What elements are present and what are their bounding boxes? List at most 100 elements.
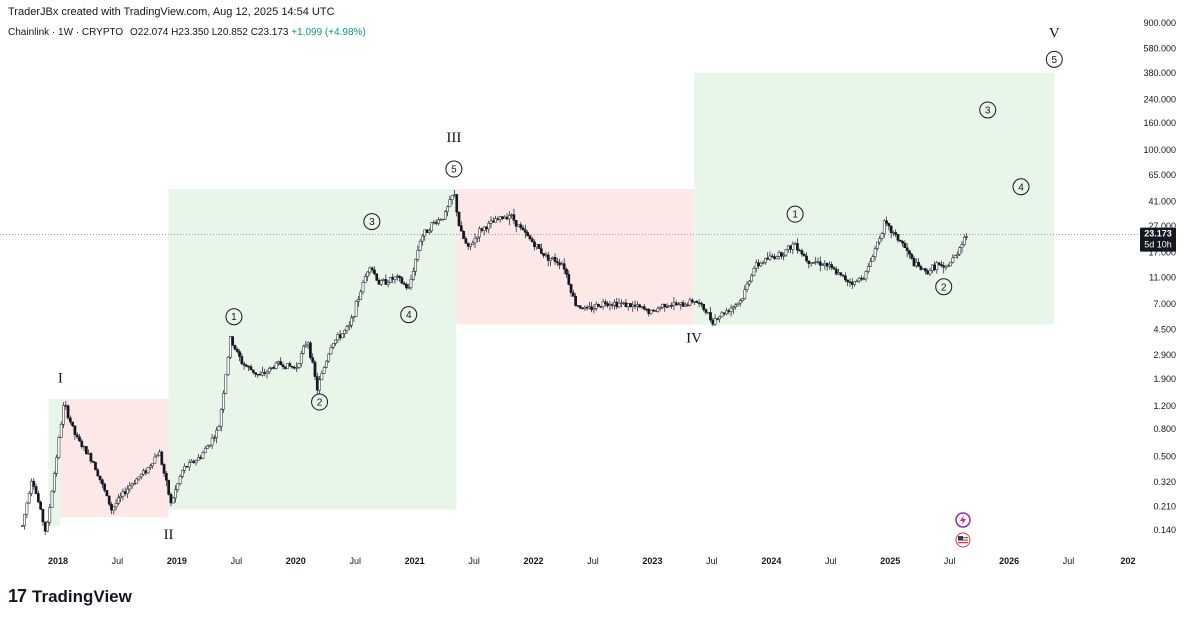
candle (464, 236, 468, 244)
wave-box-bull-2 (168, 188, 457, 510)
candle (839, 272, 843, 277)
candle (473, 233, 477, 248)
price-tick-label: 1.900 (1153, 374, 1176, 384)
candle (341, 333, 344, 339)
candle (860, 275, 863, 282)
candle (405, 282, 408, 291)
candle (242, 361, 246, 370)
candle (546, 251, 550, 267)
candle (443, 209, 447, 220)
candle (709, 306, 712, 323)
candle (350, 314, 353, 329)
candle (52, 471, 56, 494)
candle (304, 340, 308, 348)
candle (265, 369, 269, 379)
lightning-icon[interactable] (955, 512, 971, 528)
candle (146, 466, 150, 474)
candle (96, 467, 100, 477)
candle (871, 254, 875, 262)
candle (869, 258, 872, 267)
candle (174, 484, 177, 503)
candle (738, 298, 742, 307)
time-tick-label: Jul (112, 556, 124, 566)
wave-label-IV: IV (686, 330, 702, 346)
candle (462, 230, 465, 240)
ohlc-readout: Chainlink · 1W · CRYPTO O22.074 H23.350 … (8, 27, 366, 38)
candle (238, 349, 241, 362)
candle (393, 276, 397, 284)
time-tick-label: 2022 (524, 556, 544, 566)
candle (309, 340, 312, 360)
candle (361, 279, 365, 295)
candle (155, 453, 159, 458)
svg-text:4: 4 (406, 310, 412, 321)
time-tick-label: 2025 (880, 556, 900, 566)
candle (894, 229, 898, 238)
time-tick-label: 2024 (761, 556, 781, 566)
candle (796, 238, 799, 254)
candle (949, 261, 952, 267)
time-tick-label: 2018 (48, 556, 68, 566)
candle (94, 461, 97, 471)
candle (704, 308, 708, 315)
candle (905, 243, 909, 258)
price-tick-label: 160.000 (1143, 118, 1176, 128)
us-flag-icon[interactable] (955, 532, 971, 548)
candle (318, 375, 321, 394)
candle (700, 301, 703, 308)
candle (325, 360, 328, 369)
candle (565, 267, 568, 278)
time-axis: 2018 Jul 2019 Jul 2020 Jul 2021 Jul 2022 Jul 2023 J… (48, 556, 1136, 566)
candle (208, 444, 212, 448)
candle (663, 303, 667, 312)
candle (528, 233, 532, 241)
time-tick-label: Jul (231, 556, 243, 566)
candle (201, 450, 205, 460)
subwave-circle-5: 5 (1045, 50, 1063, 68)
candle (297, 363, 301, 370)
candle (784, 249, 788, 257)
candle (286, 363, 289, 369)
candle (677, 302, 680, 306)
candle (862, 276, 866, 281)
candle (133, 480, 136, 485)
candle (805, 252, 808, 263)
candle (334, 339, 337, 346)
time-tick-label: Jul (349, 556, 361, 566)
price-tick-label: 2.900 (1153, 350, 1176, 360)
candle (750, 273, 754, 283)
candle (555, 257, 559, 267)
tradingview-mark: 17 (8, 586, 27, 606)
bar-countdown: 5d 10h (1144, 240, 1172, 250)
price-tick-label: 7.000 (1153, 299, 1176, 309)
candle (812, 262, 815, 264)
wave-label-V: V (1049, 26, 1060, 42)
tradingview-logo[interactable]: 17 TradingView (8, 586, 132, 607)
candle (475, 236, 479, 243)
candle (937, 262, 941, 267)
candle (965, 233, 968, 241)
candle (654, 310, 657, 312)
candle (363, 273, 367, 283)
candle (720, 311, 724, 318)
candle (601, 299, 605, 310)
chart-credit: TraderJBx created with TradingView.com, … (8, 6, 335, 18)
symbol-label[interactable]: Chainlink · 1W · CRYPTO (8, 27, 124, 38)
svg-text:3: 3 (985, 105, 991, 116)
candle (32, 478, 36, 490)
candle (880, 231, 884, 242)
candle (741, 298, 744, 303)
candle (103, 482, 106, 493)
candle (752, 265, 756, 277)
price-tick-label: 0.320 (1153, 477, 1176, 487)
candle (946, 263, 950, 267)
time-tick-label: 2023 (642, 556, 662, 566)
candle (137, 476, 141, 482)
candle (55, 454, 58, 477)
candle (427, 228, 431, 235)
candle (416, 245, 420, 262)
candle (91, 460, 95, 464)
candle (665, 303, 669, 309)
